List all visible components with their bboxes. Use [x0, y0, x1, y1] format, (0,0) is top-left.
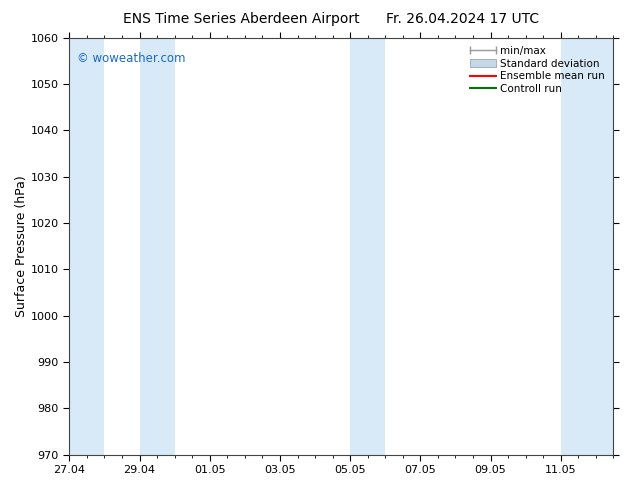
Bar [350, 38, 385, 455]
Bar [139, 38, 174, 455]
Text: © woweather.com: © woweather.com [77, 52, 186, 65]
Text: ENS Time Series Aberdeen Airport: ENS Time Series Aberdeen Airport [122, 12, 359, 26]
Y-axis label: Surface Pressure (hPa): Surface Pressure (hPa) [15, 175, 28, 317]
Text: Fr. 26.04.2024 17 UTC: Fr. 26.04.2024 17 UTC [386, 12, 540, 26]
Bar [561, 38, 614, 455]
Bar [69, 38, 105, 455]
Legend: min/max, Standard deviation, Ensemble mean run, Controll run: min/max, Standard deviation, Ensemble me… [467, 43, 608, 97]
